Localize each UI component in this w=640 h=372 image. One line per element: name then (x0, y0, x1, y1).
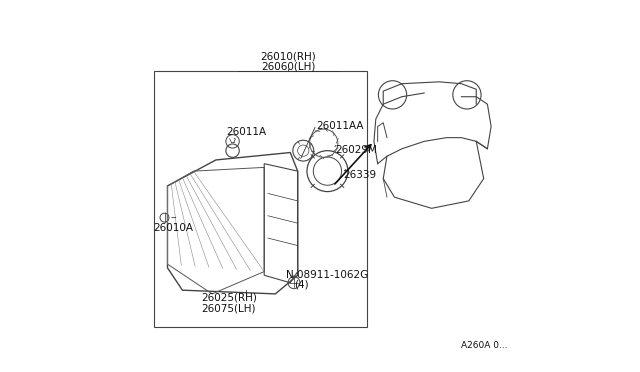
Text: 26010(RH): 26010(RH) (260, 52, 316, 61)
Text: 26010A: 26010A (154, 223, 193, 232)
Text: 26011A: 26011A (227, 127, 266, 137)
Text: (4): (4) (294, 280, 308, 289)
Text: A260A 0...: A260A 0... (461, 341, 508, 350)
Text: N 08911-1062G: N 08911-1062G (286, 270, 368, 279)
Text: 26029M: 26029M (335, 145, 377, 154)
Text: 26060(LH): 26060(LH) (261, 61, 316, 71)
Text: 26075(LH): 26075(LH) (201, 304, 255, 314)
Text: 26011AA: 26011AA (316, 121, 364, 131)
Text: 26025(RH): 26025(RH) (201, 293, 257, 302)
Text: 26339: 26339 (343, 170, 376, 180)
